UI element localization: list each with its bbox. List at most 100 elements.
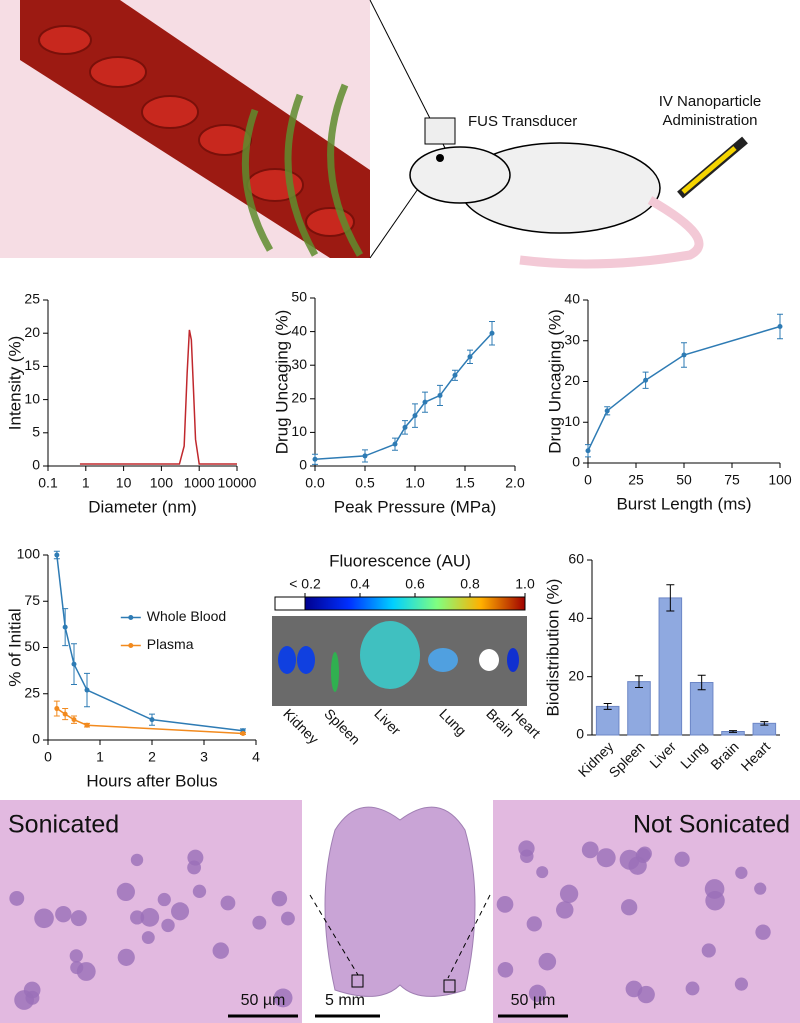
- nucleus: [76, 962, 96, 981]
- scale-label: 50 µm: [241, 992, 286, 1009]
- nucleus: [130, 910, 145, 925]
- nucleus: [116, 882, 135, 902]
- point: [681, 352, 687, 358]
- y-tick-label: 20: [568, 667, 584, 683]
- line: [79, 329, 237, 465]
- y-tick-label: 50: [24, 638, 40, 654]
- nucleus: [212, 942, 229, 959]
- x-tick-label: 10000: [218, 475, 257, 491]
- x-tick-label: 4: [252, 749, 260, 765]
- nucleus: [497, 961, 514, 978]
- label: FUS Transducer: [468, 113, 577, 130]
- x-tick-label: Brain: [707, 738, 741, 772]
- organ-label: Spleen: [321, 705, 363, 747]
- mouse-eye: [436, 154, 444, 162]
- point: [71, 717, 77, 723]
- y-axis-label: Intensity (%): [5, 336, 24, 430]
- point: [362, 453, 368, 459]
- bar: [658, 597, 683, 736]
- point: [149, 717, 155, 723]
- x-tick-label: Lung: [677, 738, 710, 771]
- point: [467, 354, 473, 360]
- y-tick-label: 10: [564, 413, 580, 429]
- nucleus: [754, 882, 767, 895]
- nucleus: [620, 899, 638, 916]
- y-tick-label: 0: [576, 726, 584, 742]
- y-tick-label: 40: [291, 322, 307, 338]
- nucleus: [220, 895, 236, 911]
- colorbar-tick-label: < 0.2: [289, 576, 321, 592]
- label: Administration: [662, 112, 757, 129]
- mouse-head: [409, 146, 511, 204]
- nucleus: [526, 916, 542, 932]
- error-bar: [760, 721, 769, 726]
- colorbar-low: [274, 596, 306, 611]
- y-tick-label: 10: [24, 390, 40, 406]
- colorbar-tick-label: 1.0: [515, 576, 535, 592]
- x-tick-label: Heart: [738, 738, 774, 774]
- waves: [241, 83, 364, 257]
- y-tick-label: 0: [32, 457, 40, 473]
- x-tick-label: 0.0: [305, 475, 325, 491]
- tissue-right: [493, 800, 800, 1023]
- nucleus: [559, 884, 579, 904]
- point: [84, 722, 90, 728]
- point: [402, 424, 408, 430]
- x-tick-label: 0: [584, 472, 592, 488]
- nucleus: [735, 866, 748, 879]
- colorbar-tick-label: 0.6: [405, 576, 425, 592]
- x-tick-label: 25: [628, 472, 644, 488]
- x-tick-label: 0: [44, 749, 52, 765]
- x-tick-label: Liver: [646, 738, 679, 771]
- fluorescence-panel: Fluorescence (AU): [272, 551, 527, 706]
- nucleus: [187, 860, 201, 875]
- nucleus: [271, 890, 288, 907]
- nucleus: [635, 848, 651, 863]
- y-tick-label: 30: [564, 331, 580, 347]
- nucleus: [192, 884, 207, 899]
- y-axis-label: Drug Uncaging (%): [545, 309, 564, 454]
- line: [56, 554, 244, 732]
- transducer: [424, 117, 456, 145]
- scale-label: 5 mm: [325, 992, 365, 1009]
- nucleus: [685, 981, 700, 996]
- syringe-fluid: [681, 146, 737, 194]
- x-tick-label: 100: [768, 472, 792, 488]
- nucleus: [674, 851, 690, 867]
- nucleus: [130, 853, 144, 867]
- point: [312, 456, 318, 462]
- nucleus: [161, 918, 175, 933]
- colorbar-title: Fluorescence (AU): [329, 551, 471, 570]
- x-tick-label: 1000: [184, 475, 215, 491]
- bar: [595, 705, 620, 736]
- y-tick-label: 5: [32, 424, 40, 440]
- y-axis-label: % of Initial: [5, 608, 24, 686]
- organ-label: Kidney: [280, 705, 322, 747]
- legend-swatch: [128, 615, 134, 620]
- colorbar-tick-label: 0.4: [350, 576, 370, 592]
- nucleus: [556, 901, 574, 919]
- bar: [689, 682, 714, 736]
- roi: [351, 974, 364, 988]
- point: [84, 687, 90, 693]
- histology: Sonicated Not Sonicated 50 µm 5 mm 50 µm: [0, 800, 800, 1023]
- y-tick-label: 100: [17, 546, 41, 562]
- error-bar: [697, 674, 706, 691]
- point: [643, 377, 649, 383]
- y-tick-label: 0: [299, 457, 307, 473]
- point: [54, 706, 60, 712]
- colorbar: [304, 596, 526, 611]
- nucleus: [705, 891, 725, 911]
- x-tick-label: 2.0: [505, 475, 525, 491]
- zoom-line: [447, 894, 491, 979]
- x-axis-label: Hours after Bolus: [86, 771, 217, 790]
- point: [71, 661, 77, 667]
- legend-label: Plasma: [147, 636, 194, 652]
- legend-swatch: [128, 643, 134, 648]
- x-tick-label: 1.0: [405, 475, 425, 491]
- x-tick-label: 1.5: [455, 475, 475, 491]
- x-tick-label: 2: [148, 749, 156, 765]
- nucleus: [9, 890, 25, 906]
- nucleus: [734, 977, 749, 991]
